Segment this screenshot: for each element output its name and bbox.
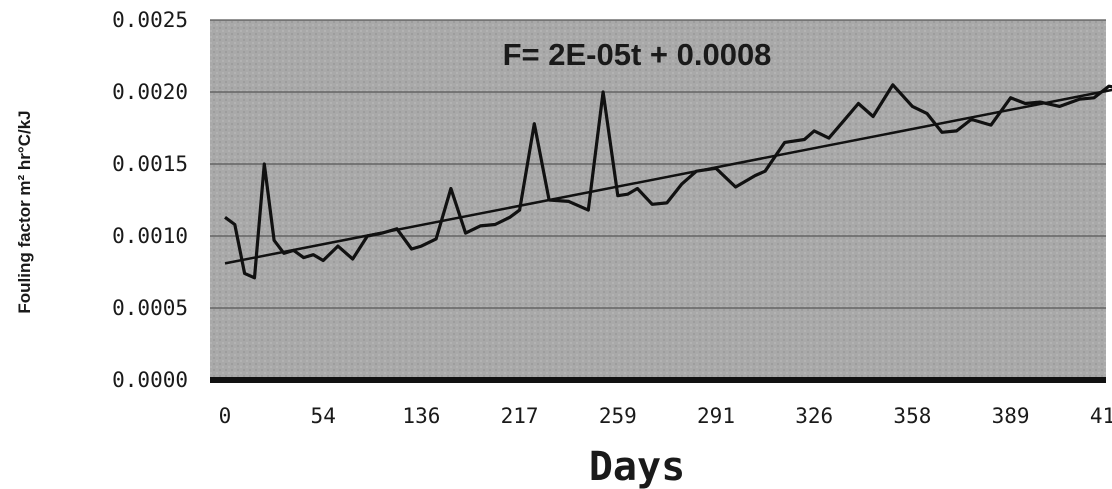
y-tick-label: 0.0015 bbox=[112, 152, 188, 176]
x-axis-title: Days bbox=[589, 444, 685, 489]
y-tick-label: 0.0010 bbox=[112, 224, 188, 248]
series-layer bbox=[224, 83, 1112, 280]
x-tick-label: 358 bbox=[893, 404, 931, 428]
y-tick-label: 0.0005 bbox=[112, 296, 188, 320]
y-tick-label: 0.0025 bbox=[112, 8, 188, 32]
trendline-equation: F= 2E-05t + 0.0008 bbox=[503, 37, 772, 72]
x-tick-label: 389 bbox=[992, 404, 1030, 428]
x-tick-label: 419 bbox=[1090, 404, 1112, 428]
y-tick-label: 0.0020 bbox=[112, 80, 188, 104]
y-tick-label: 0.0000 bbox=[112, 368, 188, 392]
x-tick-label: 0 bbox=[219, 404, 232, 428]
data-series-line bbox=[224, 83, 1112, 280]
x-tick-label: 326 bbox=[795, 404, 833, 428]
x-tick-label: 259 bbox=[599, 404, 637, 428]
x-tick-label: 136 bbox=[402, 404, 440, 428]
plot-area bbox=[210, 20, 1106, 381]
x-tick-label: 217 bbox=[501, 404, 539, 428]
y-axis-ticks: 0.0000 0.0005 0.0010 0.0015 0.0020 0.0025 bbox=[112, 8, 188, 392]
x-axis-ticks: 0 54 136 217 259 291 326 358 389 419 bbox=[219, 404, 1112, 428]
x-tick-label: 291 bbox=[697, 404, 735, 428]
y-axis-title: Fouling factor m² hr°C/kJ bbox=[15, 110, 34, 313]
x-tick-label: 54 bbox=[311, 404, 336, 428]
